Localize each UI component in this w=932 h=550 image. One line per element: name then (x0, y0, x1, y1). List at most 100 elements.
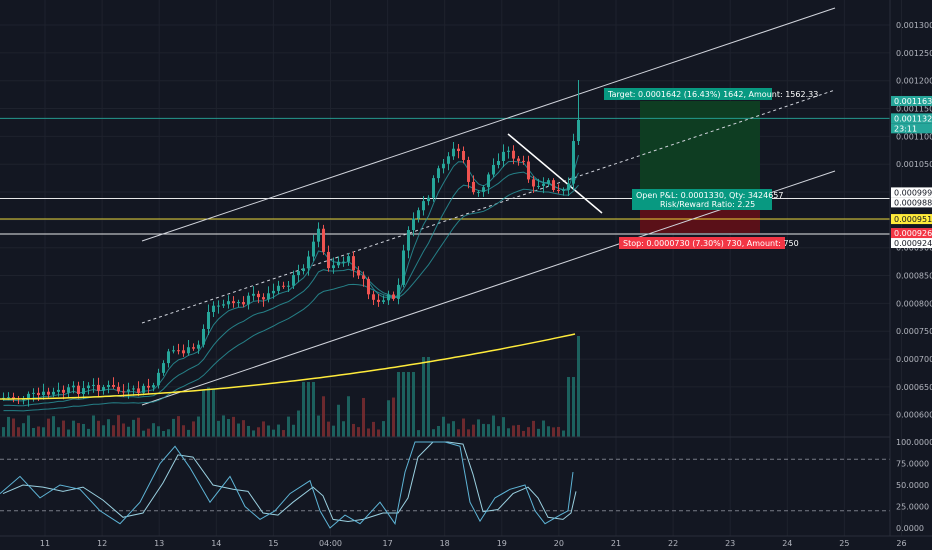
volume-bar (382, 421, 385, 437)
candle-body (422, 201, 425, 211)
candle-body (257, 293, 260, 298)
candle-body (142, 385, 145, 393)
volume-bar (537, 428, 540, 437)
volume-bar (337, 404, 340, 437)
volume-bar (427, 357, 430, 437)
candle-body (62, 389, 65, 393)
volume-bar (142, 430, 145, 437)
candle-body (562, 189, 565, 191)
channel-middle-line[interactable] (141, 89, 836, 324)
volume-bar (422, 357, 425, 437)
candle-body (32, 392, 35, 394)
candle-body (202, 328, 205, 345)
volume-bar (92, 415, 95, 437)
time-tick-label: 22 (668, 539, 678, 548)
candle-body (92, 384, 95, 386)
volume-bar (307, 382, 310, 437)
candle-body (482, 187, 485, 192)
volume-bar (137, 417, 140, 437)
candle-body (272, 290, 275, 294)
candle-body (477, 191, 480, 193)
stop-label: Stop: 0.0000730 (7.30%) 730, Amount: 750 (623, 239, 799, 248)
volume-bar (467, 429, 470, 437)
volume-bar (377, 429, 380, 437)
time-tick-label: 24 (782, 539, 792, 548)
descending-trendline[interactable] (507, 133, 603, 214)
candle-body (37, 392, 40, 396)
pnl-label: Open P&L: 0.0001330, Qty: 3424657 (636, 191, 783, 200)
candle-body (122, 391, 125, 393)
volume-bar (197, 416, 200, 437)
candle-body (567, 183, 570, 190)
volume-bar (272, 429, 275, 437)
candle-body (107, 385, 110, 388)
volume-bar (27, 415, 30, 437)
ema-line (3, 184, 579, 412)
time-tick-label: 20 (554, 539, 564, 548)
candle-body (267, 293, 270, 300)
candle-body (192, 347, 195, 349)
volume-bar (392, 397, 395, 437)
volume-bar (177, 416, 180, 437)
candle-body (542, 183, 545, 186)
volume-bar (487, 424, 490, 437)
price-badge-label: 0.0009884 (894, 198, 932, 207)
price-badge-label: 0.0009994 (894, 188, 932, 197)
candle-body (27, 393, 30, 399)
volume-bar (82, 423, 85, 437)
volume-bar (22, 423, 25, 437)
volume-bar (247, 425, 250, 437)
oscillator-axis[interactable]: 100.0000 75.0000 50.0000 25.0000 0.0000 (896, 438, 932, 533)
volume-bar (457, 429, 460, 437)
candle-body (432, 178, 435, 198)
candle-body (372, 294, 375, 300)
position-tool[interactable] (640, 100, 760, 234)
volume-bar (237, 423, 240, 437)
candle-body (112, 385, 115, 387)
candle-body (377, 299, 380, 302)
time-tick-label: 25 (839, 539, 849, 548)
candle-body (457, 148, 460, 152)
volume-bar (17, 427, 20, 437)
volume-bar (317, 415, 320, 437)
time-tick-label: 23 (725, 539, 735, 548)
position-profit-zone[interactable] (640, 100, 760, 193)
candle-body (242, 302, 245, 305)
channel-upper-line[interactable] (141, 7, 836, 242)
candle-body (397, 284, 400, 299)
candle-body (87, 385, 90, 389)
volume-bar (407, 372, 410, 437)
volume-bar (302, 382, 305, 437)
stoch-d-line (2, 441, 577, 523)
volume-bar (232, 416, 235, 437)
volume-bar (287, 416, 290, 437)
time-axis[interactable]: 11 12 13 14 15 04:00 17 18 19 20 21 22 23 24 25 26 (40, 539, 907, 548)
volume-bar (127, 426, 130, 437)
volume-bar (227, 418, 230, 437)
volume-bar (192, 421, 195, 437)
candle-body (392, 294, 395, 299)
position-labels: Target: 0.0001642 (16.43%) 1642, Amount:… (604, 88, 818, 249)
volume-bar (352, 423, 355, 437)
candle-body (177, 350, 180, 352)
volume-bar (477, 419, 480, 437)
candle-body (47, 391, 50, 395)
candle-body (67, 387, 70, 393)
volume-bar (547, 426, 550, 437)
volume-bar (202, 390, 205, 437)
candle-body (197, 344, 200, 349)
candle-body (507, 150, 510, 152)
candle-body (217, 305, 220, 307)
candle-body (227, 301, 230, 305)
volume-bar (277, 424, 280, 437)
volume-bar (57, 427, 60, 437)
candle-body (102, 387, 105, 391)
volume-bar (182, 425, 185, 437)
candle-body (307, 256, 310, 269)
volume-bar (397, 372, 400, 437)
candle-body (97, 384, 100, 391)
candle-body (547, 180, 550, 184)
